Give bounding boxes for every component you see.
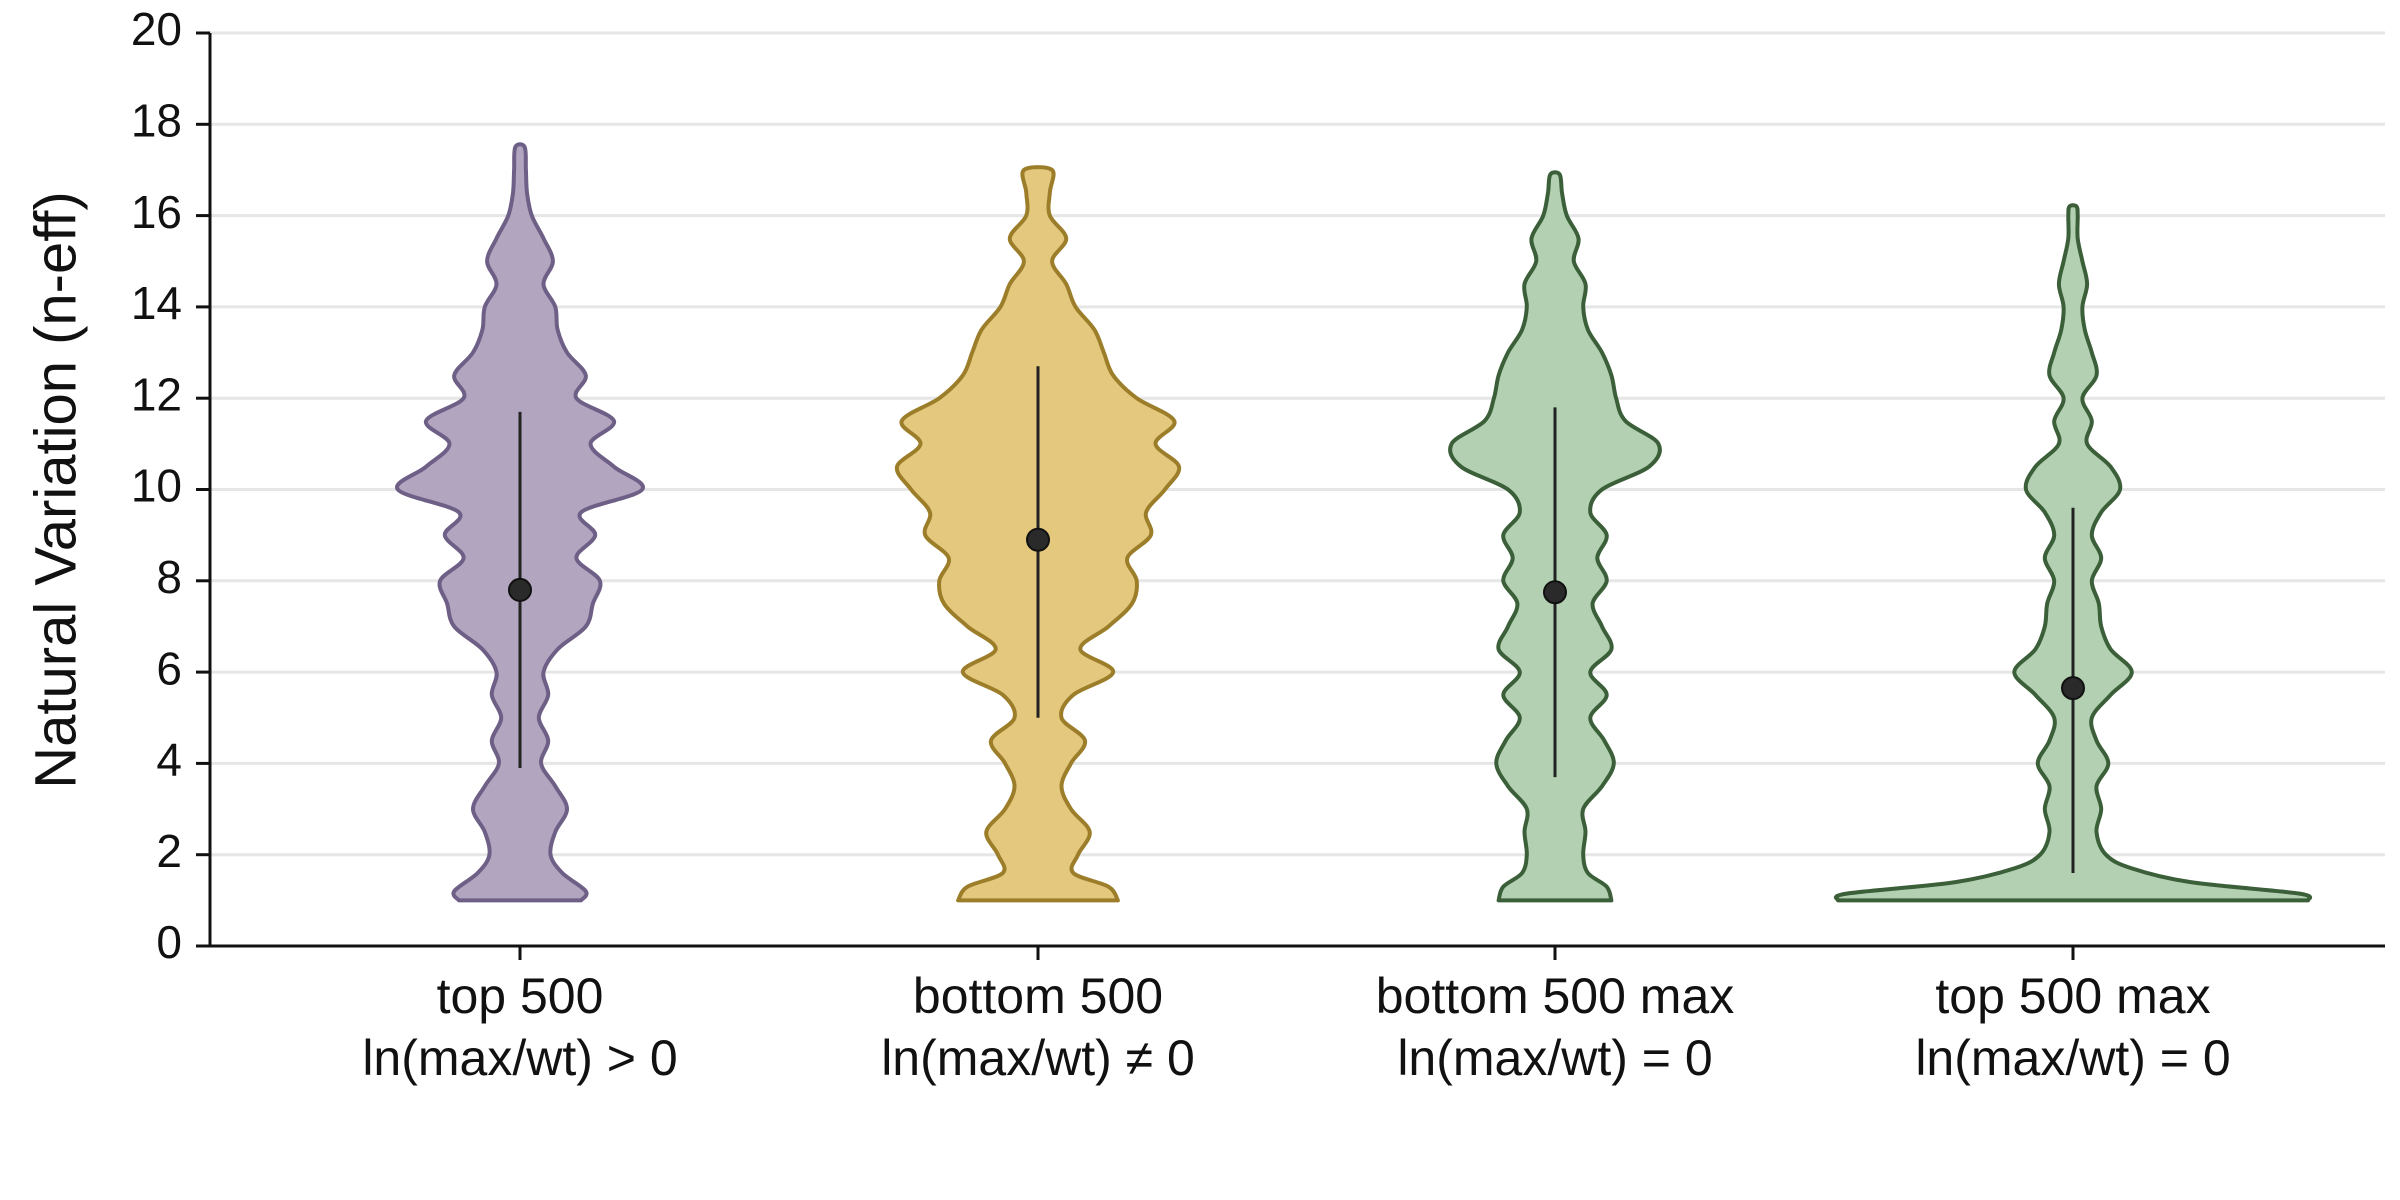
category-label-line2: ln(max/wt) > 0 [362, 1030, 677, 1086]
y-tick-label: 2 [156, 825, 182, 877]
y-ticks: 0 2 4 6 8 10 12 14 16 18 20 [131, 3, 210, 968]
y-tick-label: 18 [131, 94, 182, 146]
y-tick-label: 20 [131, 3, 182, 55]
category-label-line1: top 500 [437, 968, 604, 1024]
category-label-line2: ln(max/wt) = 0 [1397, 1030, 1712, 1086]
violins [395, 142, 2313, 903]
y-tick-label: 16 [131, 186, 182, 238]
y-tick-label: 12 [131, 368, 182, 420]
category-label-line1: top 500 max [1935, 968, 2210, 1024]
category-label-line1: bottom 500 [913, 968, 1163, 1024]
median-point-1 [508, 577, 532, 602]
category-label-line2: ln(max/wt) = 0 [1915, 1030, 2230, 1086]
y-tick-label: 0 [156, 916, 182, 968]
median-point-3 [1543, 580, 1567, 605]
y-tick-label: 14 [131, 277, 182, 329]
y-axis-title: Natural Variation (n-eff) [23, 191, 88, 788]
y-tick-label: 4 [156, 734, 182, 786]
y-tick-label: 6 [156, 642, 182, 694]
category-label-line2: ln(max/wt) ≠ 0 [881, 1030, 1195, 1086]
median-point-4 [2061, 676, 2085, 701]
y-tick-label: 10 [131, 460, 182, 512]
category-label-line1: bottom 500 max [1376, 968, 1735, 1024]
x-category-labels: top 500 ln(max/wt) > 0 bottom 500 ln(max/wt… [362, 946, 2231, 1086]
y-tick-label: 8 [156, 551, 182, 603]
median-point-2 [1026, 527, 1050, 552]
